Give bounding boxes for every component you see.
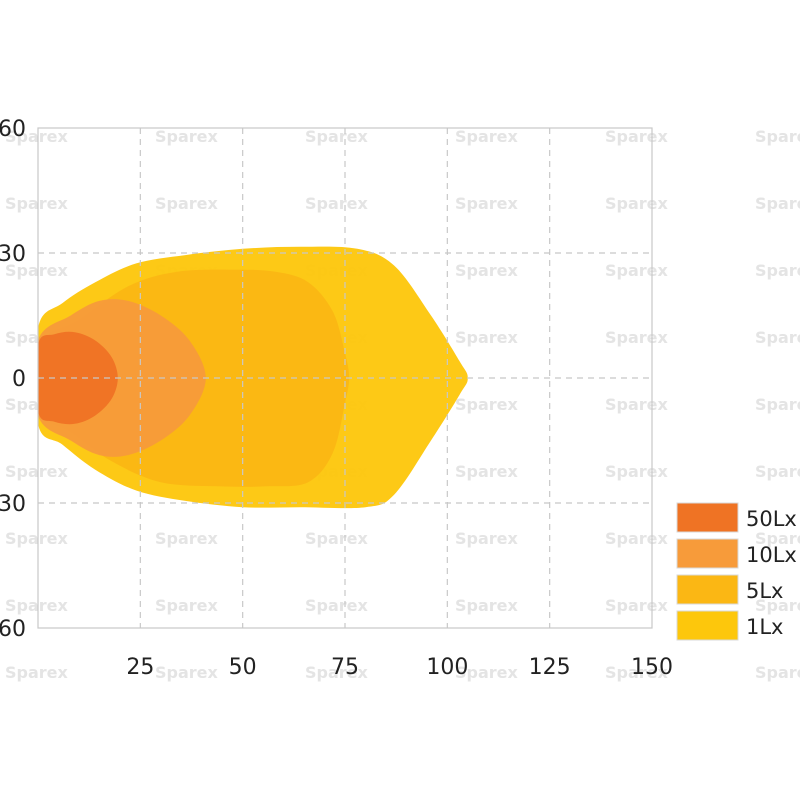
watermark-text: Sparex [605, 261, 669, 280]
watermark-text: Sparex [155, 663, 219, 682]
watermark-text: Sparex [755, 596, 800, 615]
legend: 50Lx 10Lx 5Lx 1Lx [676, 502, 797, 641]
watermark-text: Sparex [305, 529, 369, 548]
grid-lines [38, 128, 652, 628]
legend-label: 10Lx [746, 543, 797, 567]
watermark-text: Sparex [455, 261, 519, 280]
watermark-text: Sparex [755, 395, 800, 414]
watermark-text: Sparex [605, 194, 669, 213]
watermark-text: Sparex [605, 462, 669, 481]
legend-swatch [676, 538, 739, 569]
watermark-text: Sparex [755, 462, 800, 481]
watermark-text: Sparex [155, 529, 219, 548]
watermark-text: Sparex [605, 127, 669, 146]
watermark-text: Sparex [5, 462, 69, 481]
watermark-text: Sparex [305, 596, 369, 615]
watermark-text: Sparex [155, 194, 219, 213]
watermark-text: Sparex [305, 663, 369, 682]
x-tick-label: 125 [529, 655, 571, 680]
y-tick-label: 30 [0, 242, 26, 267]
legend-swatch [676, 502, 739, 533]
watermark-text: Sparex [455, 194, 519, 213]
x-tick-label: 75 [331, 655, 359, 680]
x-tick-label: 50 [229, 655, 257, 680]
plot-frame [37, 127, 653, 629]
legend-swatch [676, 574, 739, 605]
watermark-text: Sparex [455, 529, 519, 548]
watermark-text: Sparex [755, 261, 800, 280]
tick-labels: 25 50 75 100 125 150 60 30 0 30 60 [0, 117, 673, 680]
area-50lx [38, 331, 118, 425]
y-tick-label: 60 [0, 617, 26, 642]
watermark-text: Sparex [605, 663, 669, 682]
watermark-text: Sparex [5, 261, 69, 280]
watermark-text: Sparex [455, 462, 519, 481]
watermark-text: Sparex [455, 328, 519, 347]
watermark-text: Sparex [455, 596, 519, 615]
y-tick-label: 30 [0, 492, 26, 517]
watermark-text: Sparex [755, 328, 800, 347]
legend-swatch [676, 610, 739, 641]
watermark-text: Sparex [605, 395, 669, 414]
watermark-text: Sparex [5, 194, 69, 213]
watermark-text: Sparex [5, 663, 69, 682]
watermark-text: Sparex [755, 194, 800, 213]
watermark-text: Sparex [455, 395, 519, 414]
x-tick-label: 25 [126, 655, 154, 680]
watermark-text: Sparex [755, 529, 800, 548]
y-tick-label: 60 [0, 117, 26, 142]
watermark-text: Sparex [605, 596, 669, 615]
watermark-text: Sparex [5, 127, 69, 146]
x-tick-label: 150 [631, 655, 673, 680]
watermark-text: Sparex [155, 127, 219, 146]
watermark-text: Sparex [305, 127, 369, 146]
y-tick-label: 0 [12, 367, 26, 392]
legend-label: 1Lx [746, 615, 784, 639]
x-tick-label: 100 [426, 655, 468, 680]
watermark-text: Sparex [755, 127, 800, 146]
watermark-text: Sparex [605, 529, 669, 548]
watermark-text: Sparex [455, 127, 519, 146]
watermark-text: Sparex [605, 328, 669, 347]
watermark-text: Sparex [5, 596, 69, 615]
watermark-text: Sparex [755, 663, 800, 682]
watermark-text: Sparex [155, 596, 219, 615]
watermark-text: Sparex [305, 194, 369, 213]
legend-label: 50Lx [746, 507, 797, 531]
legend-label: 5Lx [746, 579, 784, 603]
watermark-text: Sparex [5, 529, 69, 548]
watermark-text: Sparex [455, 663, 519, 682]
lux-areas [38, 246, 468, 509]
